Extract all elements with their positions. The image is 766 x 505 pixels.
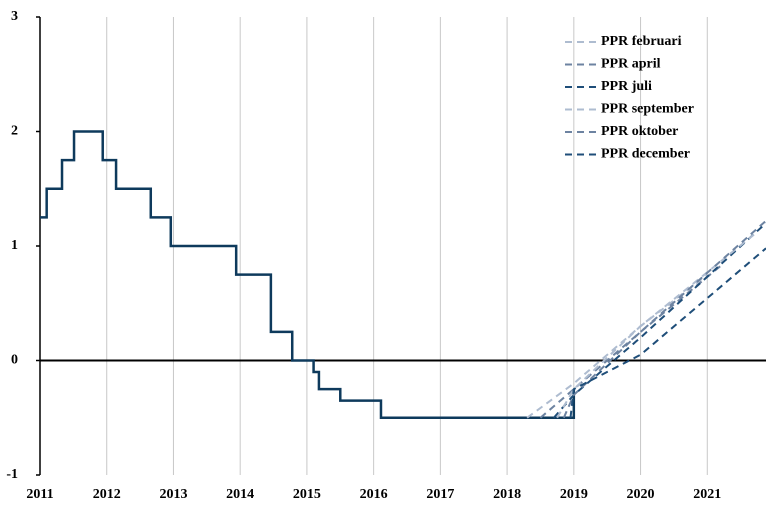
- y-tick-label: 0: [11, 353, 18, 368]
- x-tick-label: 2014: [226, 487, 254, 502]
- forecast-line: [569, 247, 766, 418]
- y-tick-label: -1: [6, 467, 18, 482]
- legend-label: PPR december: [601, 147, 690, 162]
- forecast-line: [539, 262, 725, 419]
- x-tick-label: 2015: [293, 487, 321, 502]
- x-tick-label: 2021: [693, 487, 721, 502]
- y-tick-label: 1: [11, 238, 18, 253]
- forecast-line: [553, 222, 766, 419]
- legend-label: PPR april: [601, 57, 661, 72]
- legend-label: PPR februari: [601, 34, 682, 49]
- x-tick-label: 2020: [627, 487, 655, 502]
- outcome-line: [40, 130, 576, 419]
- legend-label: PPR oktober: [601, 124, 678, 139]
- forecast-line: [526, 273, 708, 419]
- legend-label: PPR juli: [601, 79, 652, 94]
- x-tick-label: 2019: [560, 487, 588, 502]
- y-tick-label: 3: [11, 9, 18, 24]
- x-tick-label: 2013: [159, 487, 187, 502]
- forecast-line: [562, 220, 766, 419]
- legend-label: PPR september: [601, 102, 694, 117]
- x-tick-label: 2012: [93, 487, 121, 502]
- x-tick-label: 2017: [426, 487, 454, 502]
- x-tick-label: 2018: [493, 487, 521, 502]
- x-tick-label: 2011: [26, 487, 53, 502]
- x-tick-label: 2016: [360, 487, 388, 502]
- y-tick-label: 2: [11, 124, 18, 139]
